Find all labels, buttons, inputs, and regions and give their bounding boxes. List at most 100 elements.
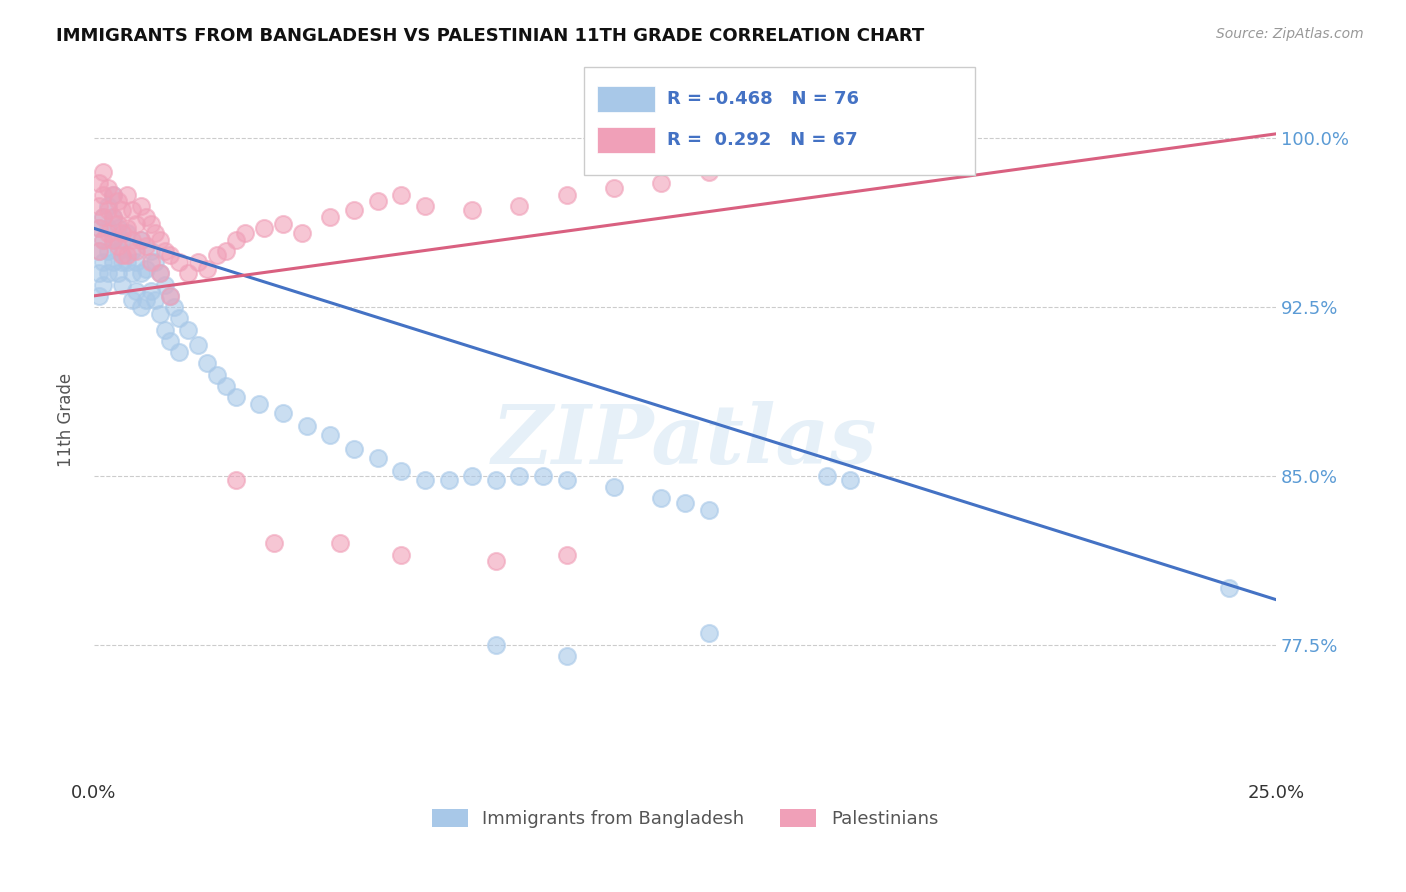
Legend: Immigrants from Bangladesh, Palestinians: Immigrants from Bangladesh, Palestinians: [425, 802, 945, 836]
Point: [697, 502, 720, 516]
Point: [101, 210, 124, 224]
Point: [129, 233, 152, 247]
Point: [125, 255, 148, 269]
Point: [271, 217, 294, 231]
FancyBboxPatch shape: [598, 87, 655, 112]
Point: [107, 239, 129, 253]
Point: [197, 261, 219, 276]
Point: [1218, 582, 1240, 596]
Point: [101, 210, 124, 224]
Point: [389, 187, 412, 202]
Point: [87, 221, 110, 235]
Point: [225, 474, 247, 488]
Point: [93, 165, 115, 179]
Point: [111, 226, 134, 240]
Point: [87, 199, 110, 213]
Point: [149, 307, 172, 321]
Point: [319, 210, 342, 224]
Point: [129, 199, 152, 213]
Point: [107, 244, 129, 258]
Point: [291, 226, 314, 240]
Point: [697, 626, 720, 640]
Point: [205, 368, 228, 382]
Point: [135, 210, 157, 224]
Point: [93, 255, 115, 269]
Text: Source: ZipAtlas.com: Source: ZipAtlas.com: [1216, 27, 1364, 41]
Point: [87, 244, 110, 258]
Point: [125, 244, 148, 258]
Point: [159, 334, 181, 348]
Point: [115, 221, 138, 235]
Point: [115, 255, 138, 269]
Text: IMMIGRANTS FROM BANGLADESH VS PALESTINIAN 11TH GRADE CORRELATION CHART: IMMIGRANTS FROM BANGLADESH VS PALESTINIA…: [56, 27, 925, 45]
Point: [93, 277, 115, 292]
Point: [697, 165, 720, 179]
Point: [129, 300, 152, 314]
Point: [167, 345, 190, 359]
Point: [249, 397, 271, 411]
Point: [149, 266, 172, 280]
Point: [93, 210, 115, 224]
Point: [139, 244, 162, 258]
Point: [139, 285, 162, 299]
Point: [389, 464, 412, 478]
Point: [413, 199, 436, 213]
Point: [215, 379, 238, 393]
Point: [253, 221, 276, 235]
Point: [87, 289, 110, 303]
Point: [673, 496, 696, 510]
Point: [145, 226, 167, 240]
Point: [295, 419, 318, 434]
Point: [531, 468, 554, 483]
Point: [177, 323, 200, 337]
Point: [97, 226, 120, 240]
Point: [485, 474, 508, 488]
Point: [93, 210, 115, 224]
Point: [101, 233, 124, 247]
Text: R =  0.292   N = 67: R = 0.292 N = 67: [668, 131, 858, 149]
Point: [159, 289, 181, 303]
Point: [97, 203, 120, 218]
Point: [197, 356, 219, 370]
Point: [101, 187, 124, 202]
Point: [107, 217, 129, 231]
Point: [129, 233, 152, 247]
Point: [153, 277, 176, 292]
Point: [97, 199, 120, 213]
Point: [139, 217, 162, 231]
Point: [87, 177, 110, 191]
Point: [97, 181, 120, 195]
Point: [329, 536, 352, 550]
Point: [319, 428, 342, 442]
Point: [101, 187, 124, 202]
Point: [263, 536, 285, 550]
Point: [343, 442, 366, 456]
Point: [87, 221, 110, 235]
Point: [153, 323, 176, 337]
Point: [115, 226, 138, 240]
Point: [111, 277, 134, 292]
Point: [650, 177, 672, 191]
Point: [233, 226, 256, 240]
Text: ZIPatlas: ZIPatlas: [492, 401, 877, 481]
Point: [343, 203, 366, 218]
Point: [115, 248, 138, 262]
Point: [93, 233, 115, 247]
Point: [101, 255, 124, 269]
Point: [111, 233, 134, 247]
Point: [555, 474, 578, 488]
Point: [555, 187, 578, 202]
Point: [437, 474, 460, 488]
Point: [121, 203, 143, 218]
Point: [149, 233, 172, 247]
Y-axis label: 11th Grade: 11th Grade: [58, 373, 75, 467]
Point: [107, 221, 129, 235]
Point: [167, 311, 190, 326]
Point: [135, 293, 157, 308]
Point: [815, 468, 838, 483]
Point: [177, 266, 200, 280]
Point: [367, 450, 389, 465]
Point: [107, 266, 129, 280]
Point: [97, 221, 120, 235]
Point: [485, 554, 508, 568]
